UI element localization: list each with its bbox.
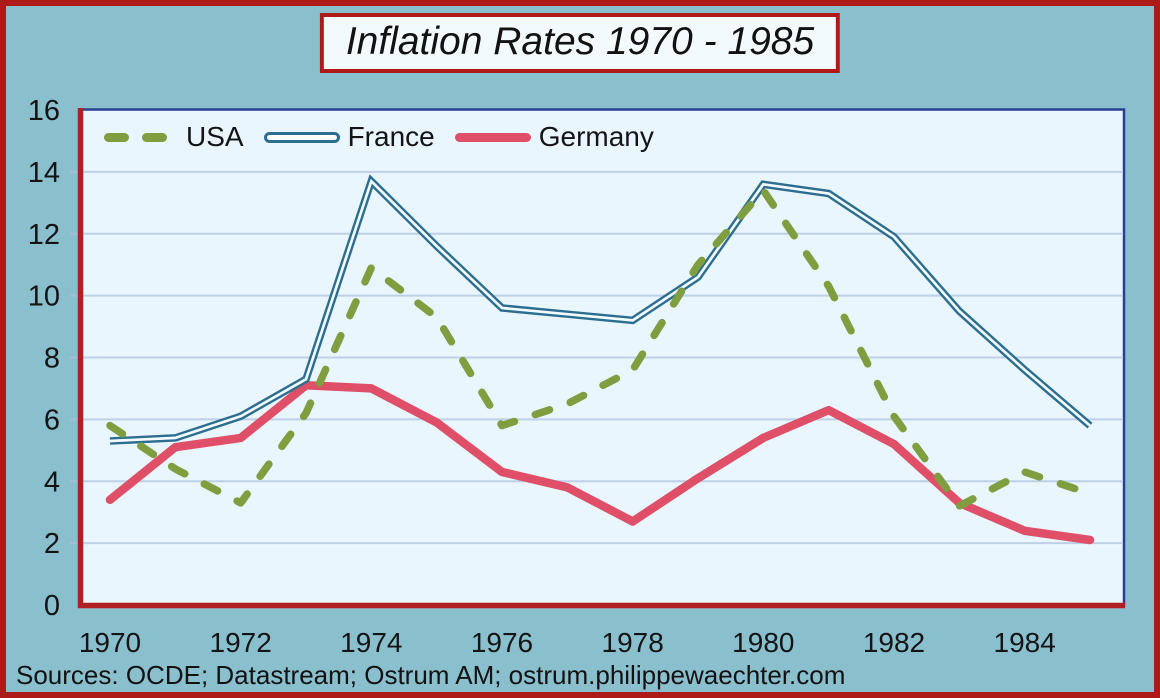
legend-label-germany: Germany	[538, 121, 654, 152]
x-tick-label: 1972	[210, 627, 272, 658]
chart-title-box: Inflation Rates 1970 - 1985	[319, 13, 841, 73]
series-line-germany	[105, 381, 1095, 545]
legend: USA France Germany	[104, 121, 654, 153]
x-tick-label: 1980	[732, 627, 794, 658]
y-tick-label: 2	[44, 528, 60, 560]
legend-label-france: France	[347, 121, 435, 152]
france-line-swatch	[263, 131, 340, 143]
y-tick-label: 8	[44, 343, 60, 375]
x-tick-label: 1970	[79, 627, 141, 658]
x-tick-label: 1978	[602, 627, 664, 658]
source-text: Sources: OCDE; Datastream; Ostrum AM; os…	[16, 660, 846, 690]
y-tick-label: 10	[28, 281, 60, 313]
legend-item-germany: Germany	[454, 121, 654, 153]
x-tick-label: 1982	[863, 627, 925, 658]
legend-item-usa: USA	[104, 121, 244, 153]
x-tick-label: 1976	[471, 627, 533, 658]
y-tick-label: 6	[44, 404, 60, 436]
series-line-france-inner	[109, 178, 1091, 443]
chart-title: Inflation Rates 1970 - 1985	[345, 20, 815, 63]
x-tick-label: 1974	[340, 627, 402, 658]
y-tick-label: 0	[44, 590, 60, 622]
germany-line-swatch	[454, 132, 531, 142]
legend-item-france: France	[263, 121, 435, 153]
y-tick-label: 12	[28, 219, 60, 251]
series-line-usa	[106, 186, 1094, 510]
y-tick-label: 4	[44, 466, 60, 498]
legend-label-usa: USA	[186, 121, 244, 152]
x-tick-label: 1984	[994, 627, 1056, 658]
y-tick-label: 14	[28, 157, 60, 189]
usa-dashed-line-swatch	[104, 132, 167, 142]
y-tick-label: 16	[28, 95, 60, 127]
